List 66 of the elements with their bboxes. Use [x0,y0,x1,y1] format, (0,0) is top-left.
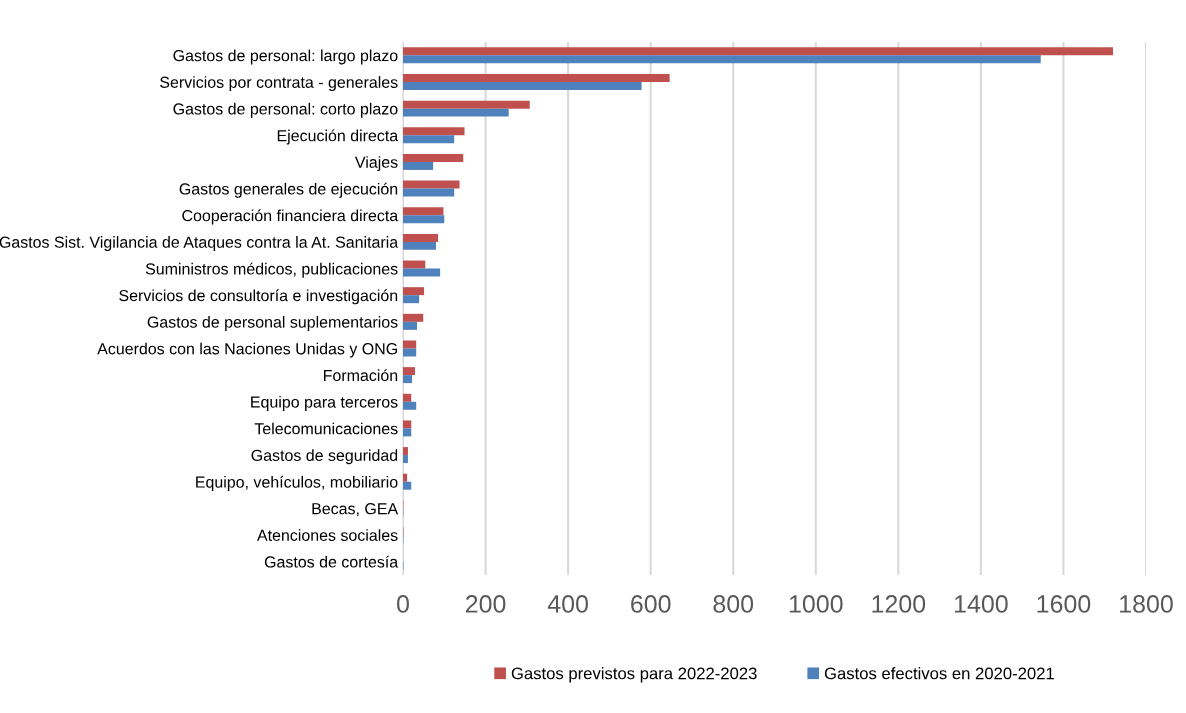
legend-label: Gastos previstos para 2022-2023 [511,667,757,683]
bar [403,81,642,90]
y-tick-label: Suministros médicos, publicaciones [145,262,398,278]
y-tick-label: Gastos de cortesía [264,555,399,568]
x-tick-label: 1600 [1037,595,1091,613]
bar [403,153,464,162]
bar [403,393,412,402]
bar [403,428,412,437]
bar [403,447,408,456]
bar [403,375,413,384]
x-tick-label: 1800 [1120,595,1173,613]
bar [403,73,670,82]
y-tick-label: Equipo, vehículos, mobiliario [196,475,398,491]
bar [403,321,418,330]
x-tick-label: 600 [631,595,671,613]
bar [403,47,1113,56]
bar [403,295,420,304]
bar [403,268,441,277]
y-tick-label: Gastos de personal suplementarios [147,316,398,331]
bar [403,135,455,144]
bar [403,161,434,170]
bar [403,207,444,216]
x-tick-label: 800 [713,595,754,613]
y-tick-label: Gastos de personal: largo plazo [173,49,398,65]
y-tick-label: Equipo para terceros [251,395,398,411]
bar [403,420,412,429]
bar [403,473,408,482]
bar [403,215,445,224]
bar [403,180,460,189]
bar [403,260,426,269]
y-tick-label: Servicios por contrata - generales [160,76,398,92]
x-tick-label: 1200 [872,595,926,613]
bar [403,55,1041,64]
x-tick-label: 200 [465,595,506,613]
bar [403,233,439,242]
y-tick-label: Cooperación financiera directa [182,209,399,225]
x-tick-label: 0 [397,595,409,613]
y-tick-label: Telecomunicaciones [254,422,398,435]
y-tick-label: Gastos de personal: corto plazo [173,102,398,118]
y-tick-label: Viajes [354,156,398,172]
bar [403,127,465,136]
y-tick-label: Becas, GEA [312,503,399,517]
bar [403,348,417,357]
y-tick-label: Atenciones sociales [257,529,398,541]
y-tick-label: Gastos de seguridad [251,449,398,465]
x-tick-label: 1400 [954,595,1008,613]
y-tick-label: Gastos generales de ejecución [179,182,398,198]
bar [403,313,424,322]
bar [403,241,437,250]
x-tick-label: 1000 [789,595,843,613]
bar [403,367,415,376]
bar [403,481,412,490]
y-tick-label: Acuerdos con las Naciones Unidas y ONG [97,342,397,358]
y-tick-label: Gastos Sist. Vigilancia de Ataques contra la At. Sanitaria [0,236,399,251]
bar [403,287,425,296]
bar [403,340,417,349]
bar [403,108,509,117]
x-tick-label: 400 [547,595,588,613]
y-tick-label: Formación [324,369,398,382]
bar [403,401,417,410]
bar [403,100,530,109]
bar [403,455,408,464]
legend-label: Gastos efectivos en 2020-2021 [824,667,1054,680]
y-tick-label: Ejecución directa [277,129,399,145]
y-tick-label: Servicios de consultoría e investigación [119,289,398,305]
bar [403,188,455,197]
